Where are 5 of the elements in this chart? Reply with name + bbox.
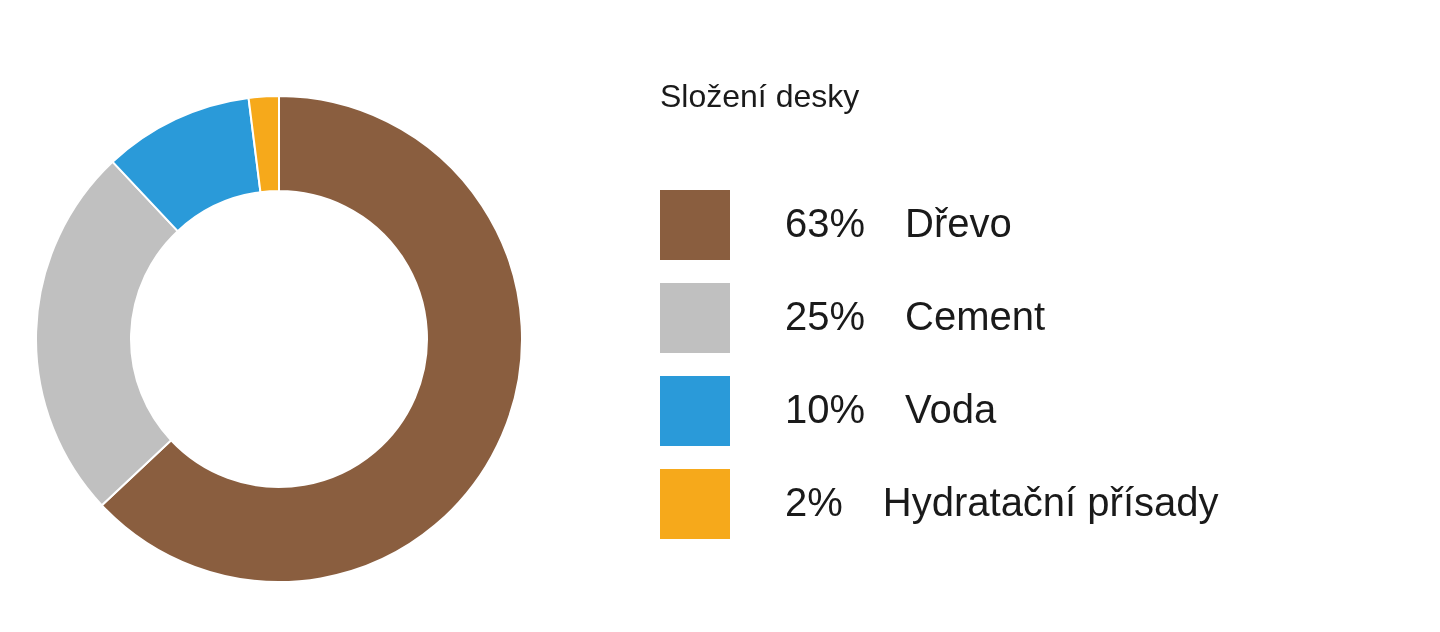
legend-label: 2% Hydratační přísady [785,480,1219,524]
legend-label: 10% Voda [785,387,998,431]
legend-label: 25% Cement [785,294,1046,338]
legend-label: 63% Dřevo [785,201,1012,245]
legend-title: Složení desky [660,78,860,114]
